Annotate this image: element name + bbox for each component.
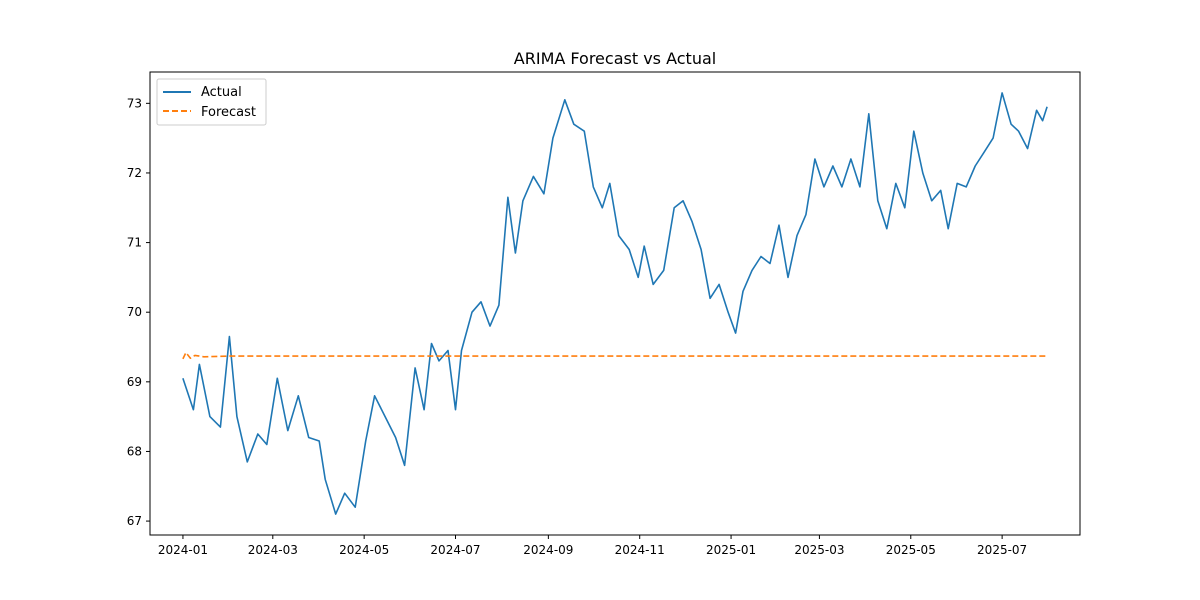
y-tick-label: 69 — [127, 375, 142, 389]
x-tick-label: 2024-11 — [615, 543, 665, 557]
plot-area — [182, 92, 1048, 515]
x-tick-label: 2024-03 — [248, 543, 298, 557]
x-tick-label: 2024-07 — [430, 543, 480, 557]
x-tick-label: 2024-05 — [339, 543, 389, 557]
legend-forecast-label: Forecast — [201, 105, 256, 120]
plot-frame — [149, 71, 1081, 536]
legend: Actual Forecast — [156, 78, 267, 126]
x-tick-label: 2025-07 — [977, 543, 1027, 557]
chart-title: ARIMA Forecast vs Actual — [514, 49, 716, 68]
y-tick-label: 67 — [127, 514, 142, 528]
x-tick-label: 2025-03 — [794, 543, 844, 557]
legend-box — [156, 78, 267, 126]
x-tick-label: 2025-01 — [706, 543, 756, 557]
y-tick-label: 68 — [127, 444, 142, 458]
y-tick-label: 72 — [127, 166, 142, 180]
x-tick-label: 2024-09 — [523, 543, 573, 557]
x-tick-label: 2024-01 — [158, 543, 208, 557]
y-tick-label: 73 — [127, 96, 142, 110]
y-tick-label: 71 — [127, 236, 142, 250]
y-axis: 67 68 69 70 71 72 73 — [127, 96, 150, 528]
legend-actual-label: Actual — [201, 85, 242, 100]
series-line-actual — [182, 92, 1048, 515]
x-axis: 2024-01 2024-03 2024-05 2024-07 2024-09 2024-… — [158, 535, 1027, 557]
series-line-forecast — [182, 351, 1048, 360]
x-tick-label: 2025-05 — [886, 543, 936, 557]
y-tick-label: 70 — [127, 305, 142, 319]
